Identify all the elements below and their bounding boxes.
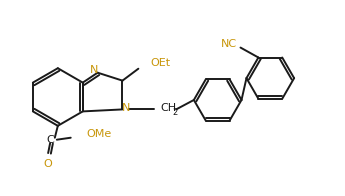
- Text: NC: NC: [220, 39, 237, 49]
- Text: OEt: OEt: [150, 58, 170, 68]
- Text: 2: 2: [172, 108, 177, 117]
- Text: N: N: [89, 65, 98, 75]
- Text: N: N: [122, 103, 131, 113]
- Text: CH: CH: [160, 103, 176, 113]
- Text: OMe: OMe: [87, 129, 112, 139]
- Text: C: C: [46, 135, 54, 145]
- Text: O: O: [43, 159, 52, 169]
